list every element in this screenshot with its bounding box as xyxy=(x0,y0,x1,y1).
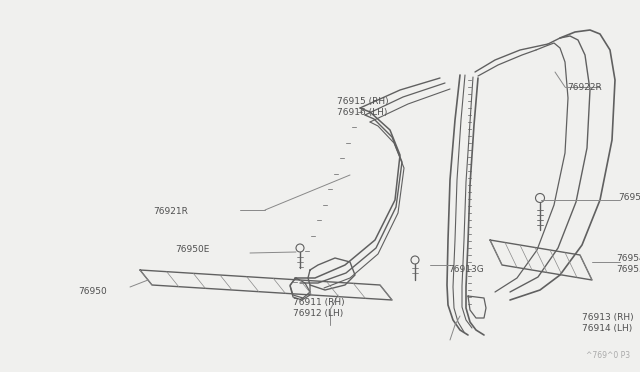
Text: 76911 (RH)
76912 (LH): 76911 (RH) 76912 (LH) xyxy=(293,298,344,318)
Text: 76913G: 76913G xyxy=(448,266,484,275)
Text: 76922R: 76922R xyxy=(567,83,602,93)
Text: 76954(RH)
76955(LH): 76954(RH) 76955(LH) xyxy=(616,254,640,274)
Text: ^769^0 P3: ^769^0 P3 xyxy=(586,351,630,360)
Text: 76915 (RH)
76916 (LH): 76915 (RH) 76916 (LH) xyxy=(337,97,388,117)
Text: 76921R: 76921R xyxy=(153,208,188,217)
Text: 76950E: 76950E xyxy=(175,246,209,254)
Text: 76950E: 76950E xyxy=(618,193,640,202)
Text: 76950: 76950 xyxy=(78,288,107,296)
Text: 76913 (RH)
76914 (LH): 76913 (RH) 76914 (LH) xyxy=(582,313,634,333)
